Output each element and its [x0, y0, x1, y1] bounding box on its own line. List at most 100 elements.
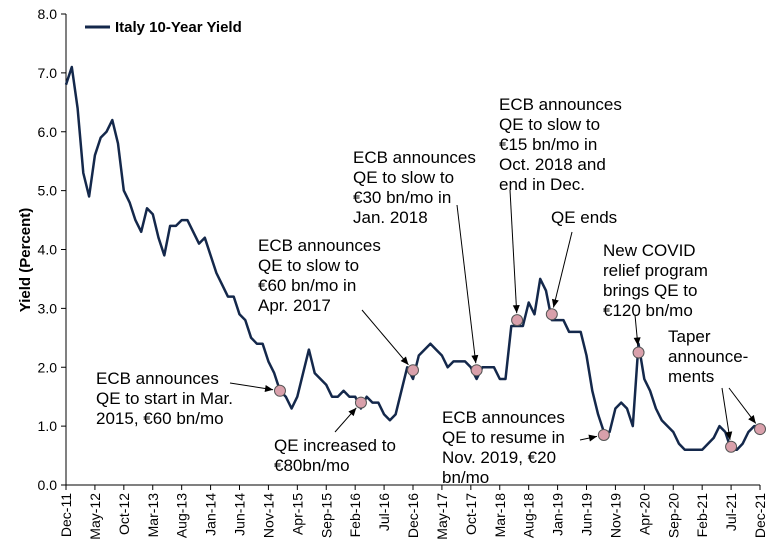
annotation-arrow-line [721, 387, 731, 440]
annotation-line: QE to start in Mar. [96, 389, 233, 408]
x-tick-label: Aug-13 [174, 493, 190, 538]
annotation-arrow-line [361, 309, 409, 366]
event-marker [754, 423, 766, 436]
annotation-line: ECB announces [442, 408, 565, 427]
x-tick-label: May-17 [434, 493, 450, 540]
annotation-line: bn/mo [442, 468, 489, 487]
annotation-arrow-line [456, 204, 477, 364]
annotation-line: QE to slow to [353, 168, 454, 187]
y-tick-label: 2.0 [38, 359, 58, 375]
annotation-text: QE ends [551, 208, 617, 227]
annotation-line: Nov. 2019, €20 [442, 448, 556, 467]
x-tick-label: Dec-21 [752, 493, 768, 538]
annotation-line: Oct. 2018 and [499, 155, 606, 174]
y-tick-label: 1.0 [38, 418, 58, 434]
annotation-line: end in Dec. [499, 175, 585, 194]
annotation-line: QE to slow to [258, 256, 359, 275]
event-marker [632, 346, 645, 359]
x-tick-label: Jul-16 [376, 493, 392, 531]
annotation-line: relief program [603, 261, 708, 280]
annotation-text: ECB announces QE to slow to €15 bn/mo in Oc… [499, 95, 622, 194]
y-axis-title: Yield (Percent) [17, 208, 34, 312]
x-tick-label: Oct-17 [463, 493, 479, 535]
event-marker [511, 314, 524, 327]
event-marker [545, 308, 558, 321]
annotation-line: brings QE to [603, 281, 698, 300]
annotation-line: ECB announces [499, 95, 622, 114]
event-marker [597, 428, 610, 441]
x-tick-label: Mar-18 [492, 493, 508, 538]
y-tick-label: 3.0 [38, 300, 58, 316]
annotation-text: New COVID relief program brings QE to €120 … [603, 241, 708, 320]
annotation-text: ECB announces QE to slow to €60 bn/mo in Ap… [258, 236, 381, 315]
annotation-arrows [229, 189, 757, 442]
y-tick-label: 6.0 [38, 124, 58, 140]
annotation-text: ECB announces QE to start in Mar. 2015, €6… [96, 369, 233, 428]
annotation-line: Taper [668, 327, 711, 346]
annotation-text: ECB announces QE to slow to €30 bn/mo in Ja… [353, 148, 476, 227]
annotation-arrow-line [552, 231, 573, 308]
annotation-line: €60 bn/mo in [258, 276, 356, 295]
legend: Italy 10-Year Yield [85, 19, 242, 36]
x-tick-label: Dec-16 [405, 493, 421, 538]
x-tick-label: Mar-13 [145, 493, 161, 538]
annotation-line: QE to resume in [442, 428, 565, 447]
x-tick-label: Nov-19 [607, 493, 623, 538]
annotation-text: QE increased to €80bn/mo [274, 436, 396, 475]
event-marker [725, 440, 738, 453]
y-ticks: 0.0 1.0 2.0 3.0 4.0 5.0 6.0 7.0 8.0 [38, 6, 66, 493]
annotation-line: €120 bn/mo [603, 301, 693, 320]
y-tick-label: 7.0 [38, 65, 58, 81]
x-tick-label: Nov-14 [260, 493, 276, 538]
annotation-arrow-head [551, 298, 559, 308]
annotation-line: €80bn/mo [274, 456, 350, 475]
annotation-arrow-head [633, 337, 641, 346]
x-tick-label: Dec-11 [58, 493, 74, 537]
annotation-arrow-head [400, 356, 409, 365]
event-marker [470, 364, 483, 377]
annotation-line: QE ends [551, 208, 617, 227]
annotation-line: announce- [668, 347, 748, 366]
annotation-line: ECB announces [258, 236, 381, 255]
x-tick-label: Jun-14 [232, 493, 248, 536]
annotation-line: Jan. 2018 [353, 208, 428, 227]
y-tick-label: 4.0 [38, 242, 58, 258]
x-tick-label: Apr-20 [636, 493, 652, 535]
annotation-line: New COVID [603, 241, 696, 260]
y-tick-label: 5.0 [38, 183, 58, 199]
y-tick-label: 8.0 [38, 6, 58, 22]
x-tick-label: Aug-18 [521, 493, 537, 538]
annotation-arrow-head [512, 304, 520, 314]
annotation-arrow-head [725, 431, 733, 440]
event-marker [354, 396, 367, 409]
x-tick-label: Oct-12 [116, 493, 132, 535]
x-tick-label: May-12 [87, 493, 103, 540]
annotation-arrow-head [588, 434, 598, 442]
annotation-text: ECB announces QE to resume in Nov. 2019, €… [442, 408, 565, 487]
annotation-arrow-head [348, 407, 357, 417]
annotations: ECB announces QE to start in Mar. 2015, €6… [96, 95, 748, 487]
x-tick-label: Jul-21 [723, 493, 739, 531]
annotation-arrow-head [748, 414, 756, 424]
event-marker [273, 384, 286, 397]
event-marker [407, 364, 419, 377]
x-tick-label: Feb-16 [347, 493, 363, 538]
x-tick-label: Jan-19 [550, 493, 566, 536]
event-markers [273, 308, 766, 453]
x-tick-label: Jan-14 [203, 493, 219, 536]
annotation-line: €30 bn/mo in [353, 188, 451, 207]
series-line-italy-10y [64, 65, 760, 451]
x-ticks: Dec-11 May-12 Oct-12 Mar-13 Aug-13 Jan-14 Jun-… [58, 485, 768, 540]
annotation-line: Apr. 2017 [258, 296, 331, 315]
annotation-line: QE to slow to [499, 115, 600, 134]
y-tick-label: 0.0 [38, 477, 58, 493]
annotation-arrow-head [471, 354, 479, 364]
x-tick-label: Feb-21 [694, 493, 710, 538]
annotation-line: QE increased to [274, 436, 396, 455]
series-lines [64, 65, 760, 451]
x-tick-label: Apr-15 [289, 493, 305, 535]
annotation-line: ments [668, 367, 714, 386]
legend-label: Italy 10-Year Yield [115, 19, 242, 36]
annotation-line: €15 bn/mo in [499, 135, 597, 154]
